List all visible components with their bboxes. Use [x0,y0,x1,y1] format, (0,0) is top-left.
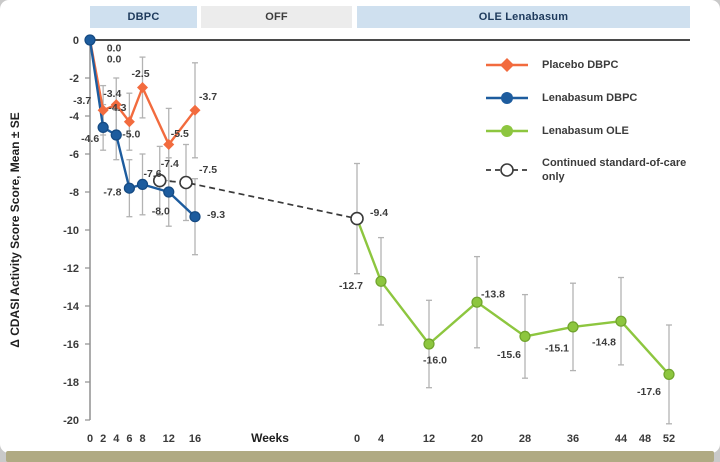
svg-text:0: 0 [354,433,360,445]
svg-text:-3.4: -3.4 [103,88,121,100]
svg-text:-13.8: -13.8 [481,289,505,301]
svg-text:-14.8: -14.8 [592,337,616,349]
phase-band-off: OFF [201,6,352,28]
svg-text:-6: -6 [69,149,79,161]
svg-text:-20: -20 [63,415,79,427]
svg-text:-3.7: -3.7 [73,95,91,107]
svg-text:-15.1: -15.1 [545,342,569,354]
lenabasum-ole-legend-icon [486,125,528,137]
svg-text:-9.4: -9.4 [370,207,388,219]
legend-item-soc: Continued standard-of-care only [484,156,708,185]
phase-band-dbpc-label: DBPC [127,11,160,23]
svg-text:-12.7: -12.7 [339,280,363,292]
svg-text:-8: -8 [69,187,79,199]
svg-text:6: 6 [126,433,132,445]
legend-item-placebo: Placebo DBPC [484,57,708,73]
svg-text:-7.6: -7.6 [143,168,161,180]
svg-text:48: 48 [639,433,651,445]
svg-text:-12: -12 [63,263,79,275]
placebo-dbpc-legend-icon [486,58,528,72]
svg-text:-10: -10 [63,225,79,237]
svg-text:44: 44 [615,433,628,445]
phase-band-off-label: OFF [265,11,288,23]
svg-text:0: 0 [73,35,79,47]
legend-item-lenabasum-ole: Lenabasum OLE [484,123,708,139]
svg-text:4: 4 [113,433,120,445]
svg-text:-16: -16 [63,339,79,351]
svg-text:0: 0 [87,433,93,445]
legend-item-lenabasum-dbpc: Lenabasum DBPC [484,90,708,106]
svg-text:16: 16 [189,433,201,445]
svg-text:-16.0: -16.0 [423,355,447,367]
svg-text:12: 12 [423,433,435,445]
svg-text:0.0: 0.0 [107,43,122,55]
svg-text:-8.0: -8.0 [152,206,170,218]
phase-band-ole-label: OLE Lenabasum [478,11,569,23]
svg-text:-5.0: -5.0 [122,129,140,141]
legend: Placebo DBPC Lenabasum DBPC Lenabasum OL… [484,57,708,202]
phase-band-ole: OLE Lenabasum [357,6,690,28]
svg-text:36: 36 [567,433,579,445]
legend-label-placebo: Placebo DBPC [542,58,619,71]
bottom-strip [6,451,714,462]
svg-text:12: 12 [163,433,175,445]
svg-text:28: 28 [519,433,531,445]
legend-label-soc: Continued standard-of-care only [542,157,687,184]
svg-text:-14: -14 [63,301,80,313]
svg-text:-7.5: -7.5 [199,164,217,176]
svg-text:-5.5: -5.5 [171,128,189,140]
svg-text:-4: -4 [69,111,80,123]
svg-text:-17.6: -17.6 [637,386,661,398]
svg-text:-7.8: -7.8 [103,187,121,199]
legend-label-lenabasum-ole: Lenabasum OLE [542,124,629,137]
standard-of-care-legend-icon [486,163,528,178]
svg-text:-4.3: -4.3 [108,102,126,114]
svg-text:-18: -18 [63,377,79,389]
svg-text:-15.6: -15.6 [497,349,521,361]
lenabasum-dbpc-legend-icon [486,92,528,104]
svg-text:8: 8 [139,433,145,445]
legend-label-lenabasum-dbpc: Lenabasum DBPC [542,91,638,104]
svg-text:4: 4 [378,433,385,445]
svg-text:-4.6: -4.6 [81,133,99,145]
svg-text:20: 20 [471,433,483,445]
svg-text:-7.4: -7.4 [161,158,179,170]
x-axis-label: Weeks [251,431,289,445]
svg-text:52: 52 [663,433,675,445]
svg-text:-3.7: -3.7 [199,91,217,103]
phase-band-dbpc: DBPC [90,6,197,28]
svg-text:2: 2 [100,433,106,445]
svg-text:-2.5: -2.5 [131,68,149,80]
svg-text:-9.3: -9.3 [207,209,225,221]
svg-text:-2: -2 [69,73,79,85]
svg-text:0.0: 0.0 [107,54,122,66]
